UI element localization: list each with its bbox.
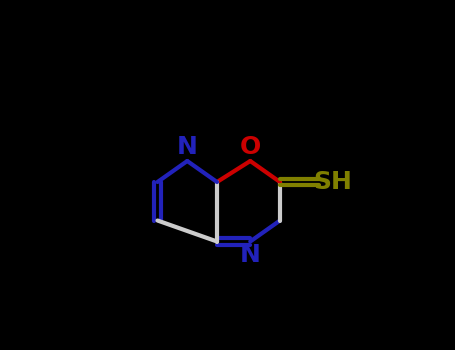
Text: O: O	[240, 135, 261, 159]
Text: N: N	[177, 135, 197, 159]
Text: SH: SH	[313, 170, 352, 194]
Text: N: N	[240, 244, 261, 267]
